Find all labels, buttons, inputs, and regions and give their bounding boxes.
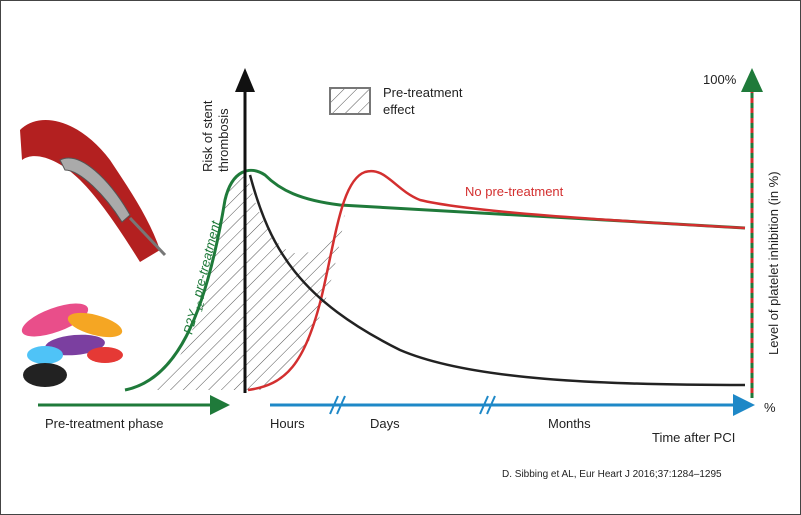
right-axis-bottom: % xyxy=(764,400,776,415)
x-axis-label: Time after PCI xyxy=(652,430,735,445)
time-segment: Hours xyxy=(270,416,305,431)
legend-text: Pre-treatment xyxy=(383,85,463,100)
citation: D. Sibbing et AL, Eur Heart J 2016;37:12… xyxy=(502,469,722,480)
phase-label: Pre-treatment phase xyxy=(45,416,164,431)
right-axis-label: Level of platelet inhibition (in %) xyxy=(766,171,781,355)
time-segment: Days xyxy=(370,416,400,431)
right-axis-top: 100% xyxy=(703,72,737,87)
time-segment: Months xyxy=(548,416,591,431)
y-axis-label: Risk of stent xyxy=(200,100,215,172)
legend-swatch xyxy=(330,88,370,114)
curve-label: No pre-treatment xyxy=(465,184,564,199)
y-axis-label: thrombosis xyxy=(216,108,231,172)
legend-text: effect xyxy=(383,102,415,117)
diagram: Risk of stent thrombosis Pre-treatment e… xyxy=(0,0,801,515)
